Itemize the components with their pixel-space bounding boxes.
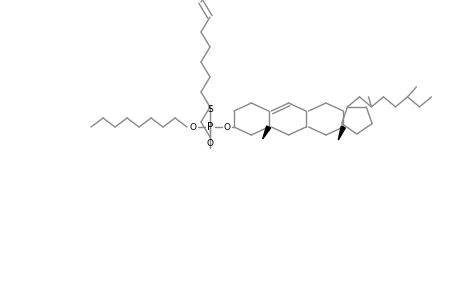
Text: O: O bbox=[189, 122, 196, 131]
Text: O: O bbox=[206, 139, 213, 148]
Polygon shape bbox=[337, 126, 345, 140]
Text: O: O bbox=[223, 122, 230, 131]
Text: P: P bbox=[207, 122, 213, 132]
Text: S: S bbox=[207, 106, 213, 115]
Polygon shape bbox=[262, 126, 270, 139]
